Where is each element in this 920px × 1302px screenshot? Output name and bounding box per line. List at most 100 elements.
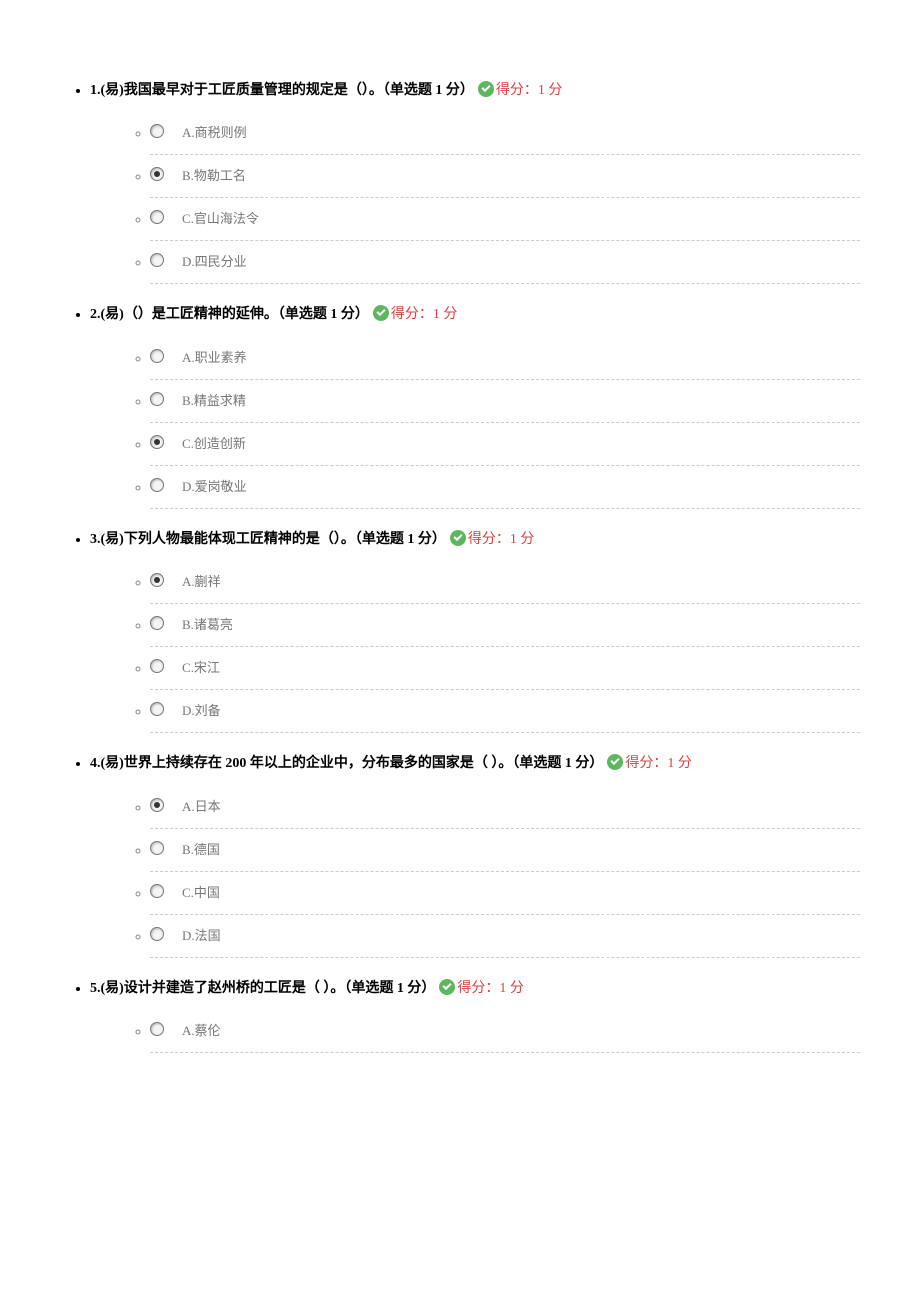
option-list: A.蔡伦	[90, 1010, 860, 1053]
option-text: 精益求精	[194, 393, 246, 408]
option-list: A.职业素养B.精益求精C.创造创新D.爱岗敬业	[90, 337, 860, 509]
option-radio[interactable]	[150, 841, 164, 855]
option-radio[interactable]	[150, 167, 164, 181]
option-radio[interactable]	[150, 392, 164, 406]
question-difficulty: (易)	[101, 756, 124, 771]
option-item: B.物勒工名	[150, 155, 860, 198]
correct-check-icon	[373, 305, 389, 321]
option-radio[interactable]	[150, 478, 164, 492]
option-radio[interactable]	[150, 798, 164, 812]
option-radio[interactable]	[150, 884, 164, 898]
option-letter: D.	[182, 254, 195, 269]
option-item: B.德国	[150, 829, 860, 872]
option-text: 刘备	[195, 703, 221, 718]
question-text: 4.(易)世界上持续存在 200 年以上的企业中，分布最多的国家是（ ）。（单选…	[90, 753, 860, 775]
question-number: 3.	[90, 532, 101, 547]
option-text: 中国	[194, 885, 220, 900]
option-item: D.四民分业	[150, 241, 860, 284]
question-difficulty: (易)	[101, 83, 124, 98]
option-text: 四民分业	[195, 254, 247, 269]
option-radio[interactable]	[150, 702, 164, 716]
option-item: C.创造创新	[150, 423, 860, 466]
option-item: A.日本	[150, 786, 860, 829]
option-letter: C.	[182, 211, 194, 226]
score-label: 得分：1 分	[391, 307, 458, 322]
option-list: A.蒯祥B.诸葛亮C.宋江D.刘备	[90, 561, 860, 733]
question-type-label: （单选题 1 分）	[278, 307, 369, 322]
question-type-label: （单选题 1 分）	[383, 83, 474, 98]
option-item: C.中国	[150, 872, 860, 915]
option-radio[interactable]	[150, 210, 164, 224]
option-letter: A.	[182, 125, 195, 140]
correct-check-icon	[478, 81, 494, 97]
option-radio[interactable]	[150, 349, 164, 363]
option-text: 德国	[194, 842, 220, 857]
option-letter: B.	[182, 168, 194, 183]
option-item: A.蔡伦	[150, 1010, 860, 1053]
question-stem: 下列人物最能体现工匠精神的是（）。	[124, 532, 355, 547]
option-radio[interactable]	[150, 253, 164, 267]
option-letter: A.	[182, 799, 195, 814]
option-radio[interactable]	[150, 573, 164, 587]
option-letter: B.	[182, 842, 194, 857]
question-list: 1.(易)我国最早对于工匠质量管理的规定是（）。（单选题 1 分）得分：1 分 A…	[60, 80, 860, 1053]
correct-check-icon	[450, 530, 466, 546]
question-type-label: （单选题 1 分）	[344, 981, 435, 996]
option-list: A.商税则例B.物勒工名C.官山海法令D.四民分业	[90, 112, 860, 284]
correct-check-icon	[439, 979, 455, 995]
option-item: A.蒯祥	[150, 561, 860, 604]
option-letter: A.	[182, 350, 195, 365]
option-text: 宋江	[194, 660, 220, 675]
question-item: 5.(易)设计并建造了赵州桥的工匠是（ ）。（单选题 1 分）得分：1 分A.蔡…	[90, 978, 860, 1053]
question-number: 4.	[90, 756, 101, 771]
question-text: 5.(易)设计并建造了赵州桥的工匠是（ ）。（单选题 1 分）得分：1 分	[90, 978, 860, 1000]
question-text: 1.(易)我国最早对于工匠质量管理的规定是（）。（单选题 1 分）得分：1 分	[90, 80, 860, 102]
question-type-label: （单选题 1 分）	[355, 532, 446, 547]
option-radio[interactable]	[150, 124, 164, 138]
option-item: C.官山海法令	[150, 198, 860, 241]
option-radio[interactable]	[150, 435, 164, 449]
option-text: 创造创新	[194, 436, 246, 451]
question-number: 2.	[90, 307, 101, 322]
option-letter: D.	[182, 479, 195, 494]
question-item: 4.(易)世界上持续存在 200 年以上的企业中，分布最多的国家是（ ）。（单选…	[90, 753, 860, 957]
question-stem: 世界上持续存在 200 年以上的企业中，分布最多的国家是（ ）。	[124, 756, 513, 771]
option-text: 商税则例	[195, 125, 247, 140]
option-text: 日本	[195, 799, 221, 814]
option-text: 蔡伦	[195, 1023, 221, 1038]
question-type-label: （单选题 1 分）	[512, 756, 603, 771]
question-text: 2.(易)（）是工匠精神的延伸。（单选题 1 分）得分：1 分	[90, 304, 860, 326]
option-item: C.宋江	[150, 647, 860, 690]
option-text: 法国	[195, 928, 221, 943]
option-radio[interactable]	[150, 927, 164, 941]
option-text: 诸葛亮	[194, 617, 233, 632]
option-item: A.商税则例	[150, 112, 860, 155]
option-letter: A.	[182, 574, 195, 589]
option-item: D.爱岗敬业	[150, 466, 860, 509]
option-text: 官山海法令	[194, 211, 259, 226]
option-letter: A.	[182, 1023, 195, 1038]
option-letter: C.	[182, 660, 194, 675]
question-difficulty: (易)	[101, 981, 124, 996]
option-text: 物勒工名	[194, 168, 246, 183]
question-text: 3.(易)下列人物最能体现工匠精神的是（）。（单选题 1 分） 得分：1 分	[90, 529, 860, 551]
question-number: 5.	[90, 981, 101, 996]
option-radio[interactable]	[150, 1022, 164, 1036]
question-difficulty: (易)	[101, 532, 124, 547]
option-letter: C.	[182, 436, 194, 451]
option-radio[interactable]	[150, 659, 164, 673]
option-letter: D.	[182, 703, 195, 718]
score-label: 得分：1 分	[457, 981, 524, 996]
score-label: 得分：1 分	[468, 532, 535, 547]
option-text: 爱岗敬业	[195, 479, 247, 494]
option-item: A.职业素养	[150, 337, 860, 380]
score-label: 得分：1 分	[625, 756, 692, 771]
option-list: A.日本B.德国C.中国D.法国	[90, 786, 860, 958]
question-item: 2.(易)（）是工匠精神的延伸。（单选题 1 分）得分：1 分A.职业素养B.精…	[90, 304, 860, 508]
correct-check-icon	[607, 754, 623, 770]
option-text: 职业素养	[195, 350, 247, 365]
option-item: D.刘备	[150, 690, 860, 733]
question-difficulty: (易)	[101, 307, 124, 322]
option-radio[interactable]	[150, 616, 164, 630]
option-text: 蒯祥	[195, 574, 221, 589]
